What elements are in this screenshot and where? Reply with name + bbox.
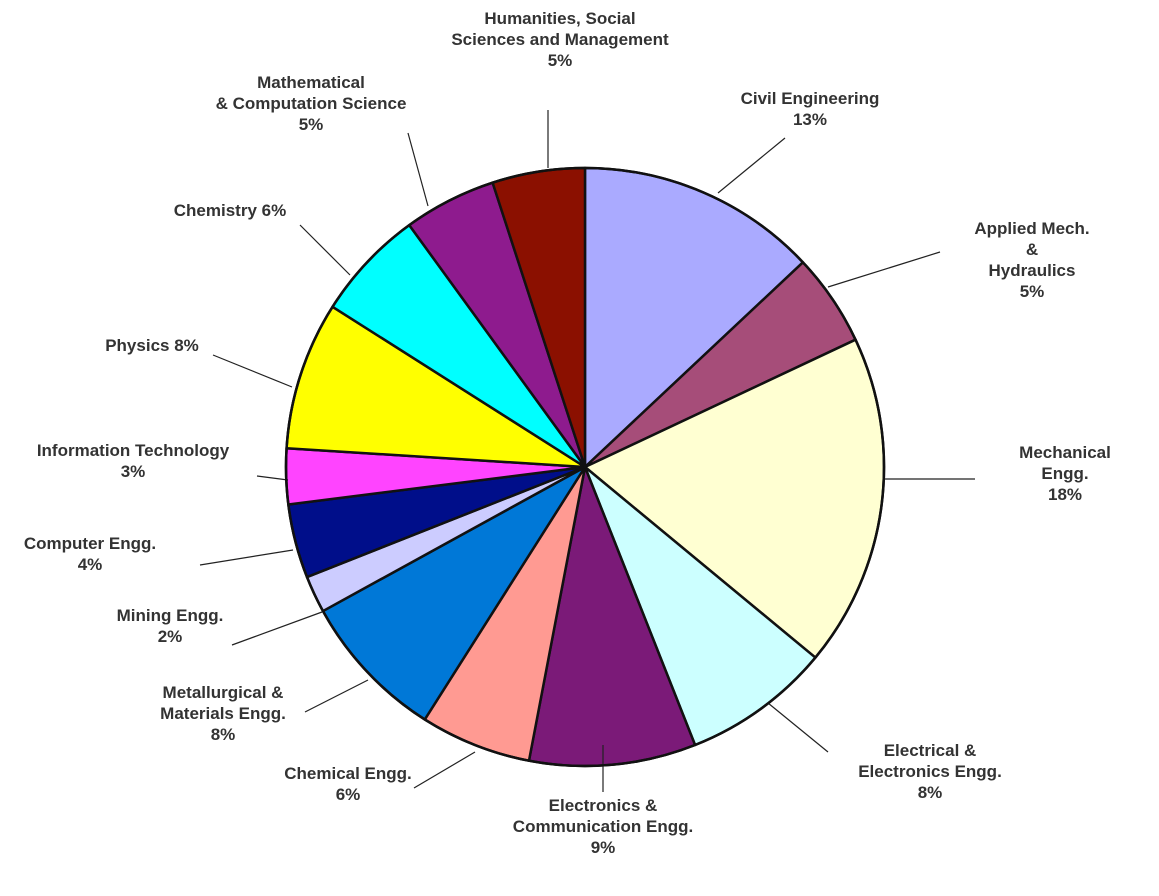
slice-label: Mining Engg. 2% (117, 605, 224, 647)
category-label: Mathematical & Computation Science (215, 73, 407, 113)
slice-label: Applied Mech. & Hydraulics 5% (969, 218, 1096, 302)
category-label: Chemistry (173, 201, 257, 220)
category-label: Mechanical Engg. (1019, 443, 1111, 483)
category-label: Computer Engg. (23, 534, 157, 553)
value-label: 6% (261, 201, 287, 220)
category-label: Civil Engineering (740, 89, 880, 108)
slice-label: Humanities, Social Sciences and Manageme… (451, 8, 668, 71)
pie-outline (284, 166, 886, 768)
category-label: Physics (105, 336, 170, 355)
value-label: 3% (120, 462, 146, 481)
leader-line (299, 224, 351, 276)
slice-label: Physics 8% (105, 335, 199, 356)
value-label: 13% (792, 110, 828, 129)
value-label: 5% (547, 51, 573, 70)
value-label: 5% (298, 115, 324, 134)
slice-label: Electronics & Communication Engg. 9% (513, 795, 693, 858)
leader-line (717, 137, 786, 194)
value-label: 2% (157, 627, 183, 646)
category-label: Chemical Engg. (284, 764, 412, 783)
leader-line (199, 549, 294, 566)
slice-label: Mathematical & Computation Science 5% (216, 72, 407, 135)
slice-label: Chemical Engg. 6% (284, 763, 412, 805)
leader-line (231, 611, 323, 646)
leader-line (304, 679, 369, 713)
value-label: 4% (77, 555, 103, 574)
category-label: Information Technology (36, 441, 230, 460)
value-label: 8% (174, 336, 199, 355)
leader-line (767, 702, 829, 753)
category-label: Electrical & Electronics Engg. (858, 741, 1002, 781)
value-label: 6% (335, 785, 361, 804)
slice-label: Civil Engineering 13% (741, 88, 880, 130)
leader-line (212, 354, 293, 388)
slice-label: Metallurgical & Materials Engg. 8% (160, 682, 286, 745)
category-label: Mining Engg. (116, 606, 224, 625)
slice-label: Chemistry 6% (174, 200, 286, 221)
value-label: 18% (1047, 485, 1083, 504)
value-label: 5% (1019, 282, 1045, 301)
leader-line (256, 475, 289, 481)
value-label: 8% (210, 725, 236, 744)
category-label: Electronics & Communication Engg. (512, 796, 694, 836)
leader-line (827, 251, 941, 288)
leader-line (413, 751, 476, 789)
slice-label: Mechanical Engg. 18% (1018, 442, 1112, 505)
value-label: 9% (590, 838, 616, 857)
category-label: Applied Mech. & Hydraulics (974, 219, 1090, 280)
slice-label: Computer Engg. 4% (24, 533, 156, 575)
value-label: 8% (917, 783, 943, 802)
slice-label: Electrical & Electronics Engg. 8% (858, 740, 1002, 803)
category-label: Metallurgical & Materials Engg. (160, 683, 286, 723)
leader-line (407, 132, 429, 207)
slice-label: Information Technology 3% (37, 440, 229, 482)
category-label: Humanities, Social Sciences and Manageme… (451, 9, 669, 49)
